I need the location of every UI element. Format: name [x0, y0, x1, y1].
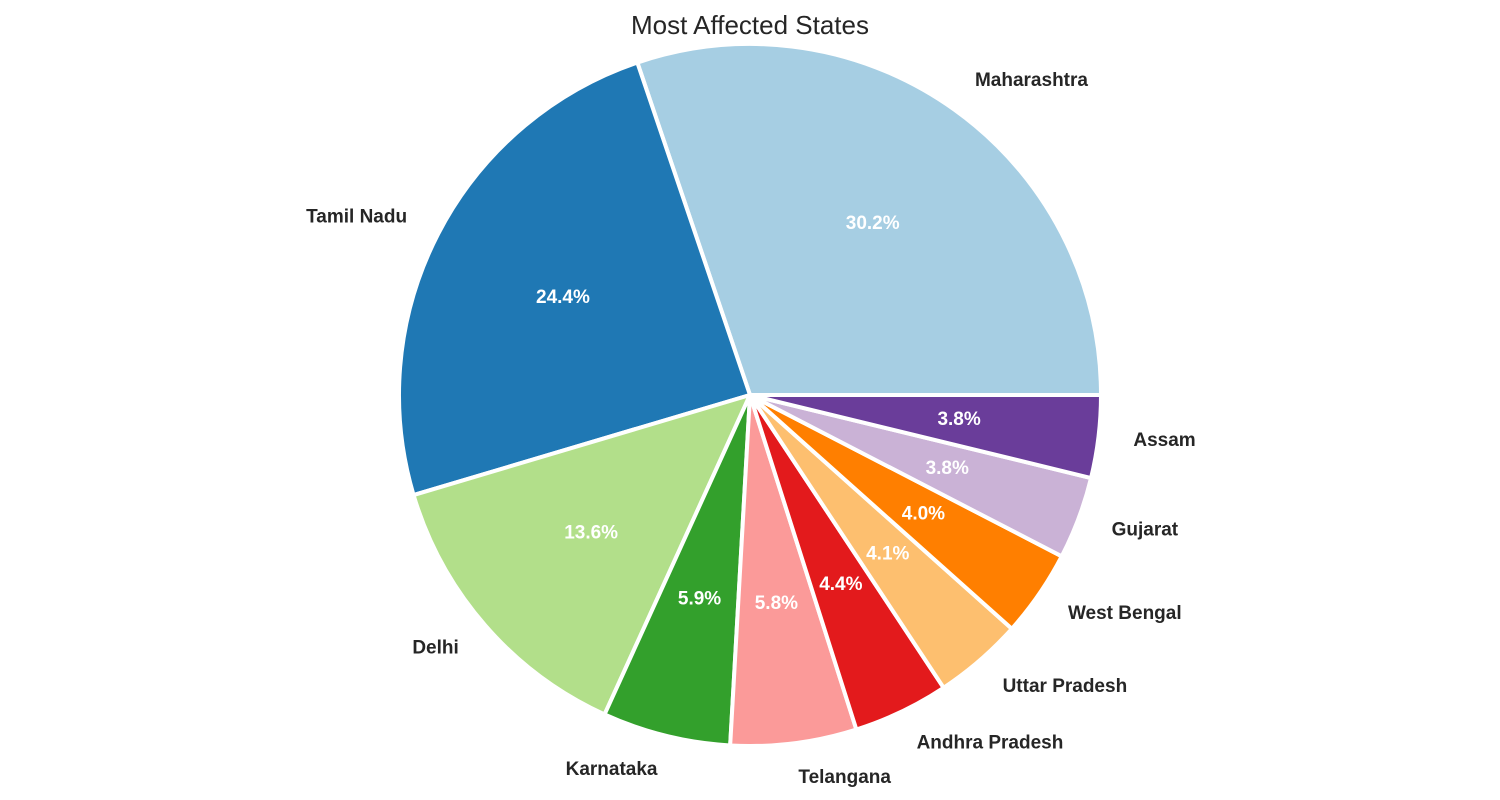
pct-gujarat: 3.8% — [926, 458, 969, 479]
label-gujarat: Gujarat — [1112, 519, 1179, 540]
slice-maharashtra — [635, 42, 1103, 397]
pct-telangana: 5.8% — [755, 593, 798, 614]
slice-telangana — [728, 393, 859, 748]
label-maharashtra: Maharashtra — [975, 70, 1088, 91]
label-andhra-pradesh: Andhra Pradesh — [917, 732, 1064, 753]
pct-karnataka: 5.9% — [678, 588, 721, 609]
slice-delhi — [411, 393, 752, 717]
pie-labels: Maharashtra 30.2% Tamil Nadu 24.4% Delhi 13.6… — [306, 70, 1196, 788]
label-telangana: Telangana — [798, 767, 891, 788]
slice-tamil-nadu — [397, 60, 752, 498]
label-assam: Assam — [1133, 430, 1195, 451]
pct-assam: 3.8% — [937, 409, 980, 430]
slice-assam — [748, 393, 1103, 481]
label-tamil-nadu: Tamil Nadu — [306, 207, 407, 228]
pie-slices — [397, 42, 1103, 748]
label-west-bengal: West Bengal — [1068, 603, 1182, 624]
label-karnataka: Karnataka — [566, 759, 658, 780]
chart-title: Most Affected States — [631, 10, 869, 40]
label-delhi: Delhi — [412, 638, 458, 659]
pct-west-bengal: 4.0% — [902, 503, 945, 524]
pct-maharashtra: 30.2% — [846, 213, 900, 234]
pct-delhi: 13.6% — [564, 522, 618, 543]
pct-andhra-pradesh: 4.4% — [819, 574, 862, 595]
slice-karnataka — [602, 393, 752, 748]
pct-tamil-nadu: 24.4% — [536, 287, 590, 308]
label-uttar-pradesh: Uttar Pradesh — [1003, 676, 1128, 697]
pct-uttar-pradesh: 4.1% — [866, 543, 909, 564]
